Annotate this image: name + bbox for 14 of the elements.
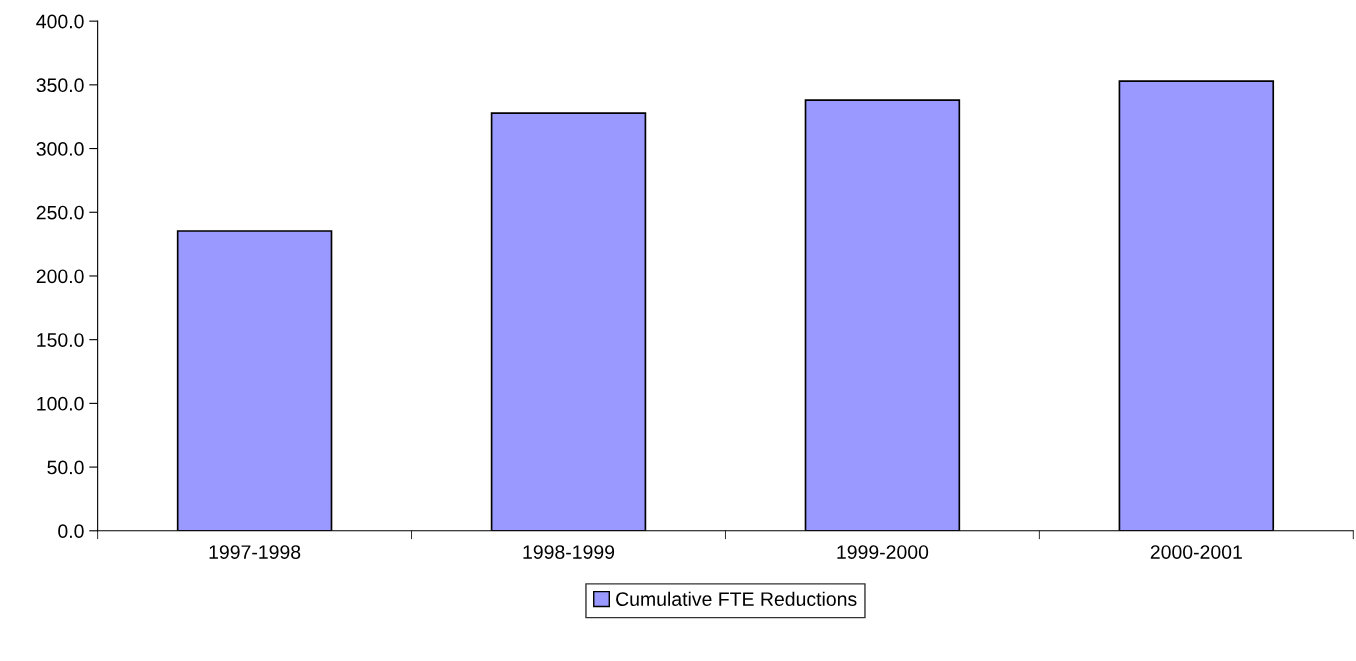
x-tick-label: 1999-2000 xyxy=(837,545,929,559)
y-tick-label: 0.0 xyxy=(58,524,84,539)
x-tick-label: 1997-1998 xyxy=(209,545,301,559)
x-tick-label: 2000-2001 xyxy=(1150,545,1242,559)
legend-label: Cumulative FTE Reductions xyxy=(616,591,857,606)
y-tick-label: 150.0 xyxy=(37,333,84,347)
y-tick-label: 200.0 xyxy=(36,269,84,284)
y-tick-label: 350.0 xyxy=(36,78,84,93)
y-tick-label: 50.0 xyxy=(47,460,84,475)
y-tick-label: 300.0 xyxy=(36,142,84,156)
y-tick-label: 100.0 xyxy=(37,396,84,411)
y-tick-label: 400.0 xyxy=(36,14,84,29)
y-tick-label: 250.0 xyxy=(36,205,84,220)
x-tick-label: 1998-1999 xyxy=(523,545,615,559)
